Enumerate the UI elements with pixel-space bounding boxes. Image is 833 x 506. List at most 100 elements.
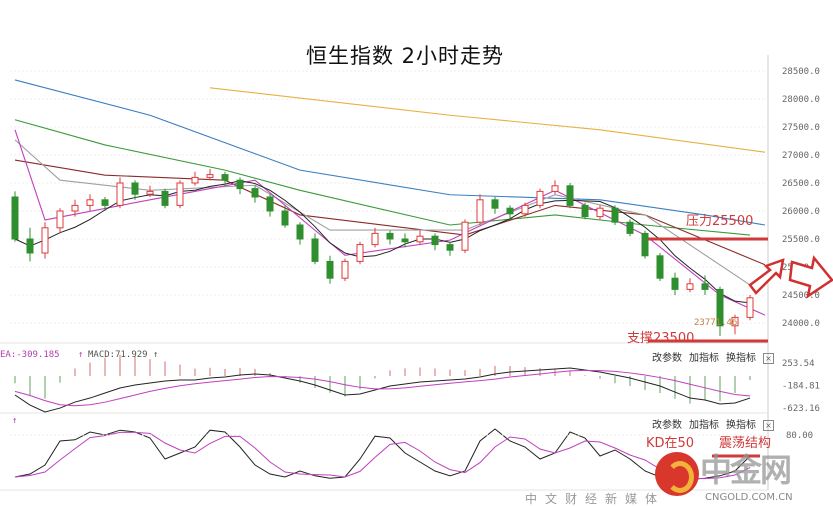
candle-body [446, 244, 454, 251]
candle-body [476, 199, 484, 223]
candle-body [596, 207, 604, 218]
candle-body [296, 224, 304, 240]
candle-body [371, 232, 379, 246]
kd-d-line [14, 431, 751, 480]
candle-body [581, 204, 589, 218]
candle-body [416, 235, 424, 243]
candle-body [566, 185, 574, 206]
candle-body [251, 188, 259, 198]
candle-body [236, 179, 244, 190]
candle-body [56, 210, 64, 229]
y-tick-label: 27500.0 [782, 123, 820, 133]
candle-body [551, 185, 559, 192]
candle-body [701, 283, 709, 290]
candle-body [131, 182, 139, 195]
edit-params-button[interactable]: 改参数 [652, 353, 682, 364]
candle-body [71, 204, 79, 212]
candle-body [746, 297, 754, 318]
candle-body [116, 182, 124, 206]
add-indicator-button[interactable]: 加指标 [689, 353, 719, 364]
ma20-line [14, 139, 751, 286]
resistance-label: 压力25500 [686, 214, 754, 229]
candle-body [641, 232, 649, 257]
ma250-line [209, 87, 766, 153]
macd-dea-label: EA:-309.185 [0, 350, 60, 360]
candle-body [191, 176, 199, 184]
candle-body [101, 199, 109, 206]
swap-indicator-button[interactable]: 换指标 [726, 420, 756, 431]
macd-tick-label: 253.54 [782, 359, 815, 369]
macd-value-label: MACD:71.929 [88, 350, 148, 360]
kd-k-line [14, 428, 751, 480]
candle-body [146, 190, 154, 195]
swap-indicator-button[interactable]: 换指标 [726, 353, 756, 364]
candle-body [176, 182, 184, 206]
candle-body [536, 190, 544, 206]
close-icon[interactable]: × [763, 353, 774, 364]
candle-body [41, 227, 49, 254]
candle-body [716, 288, 724, 327]
kd-tick-label: 80.00 [786, 431, 813, 441]
candle-body [461, 221, 469, 251]
candle-body [671, 277, 679, 290]
candle-body [686, 283, 694, 290]
up-arrow-icon: ↑ [78, 350, 84, 360]
kd-annotation-left: KD在50 [646, 436, 695, 451]
y-tick-label: 26000.0 [782, 207, 820, 217]
candle-body [26, 238, 34, 254]
y-tick-label: 25500.0 [782, 235, 820, 245]
candle-body [611, 207, 619, 223]
macd-dea-line [14, 369, 751, 407]
watermark-slogan: 中文财经新媒体 [525, 492, 666, 506]
candle-body [11, 196, 19, 240]
candle-body [656, 255, 664, 279]
ma30-line [14, 159, 766, 266]
candle-body [326, 260, 334, 279]
candle-body [221, 174, 229, 181]
y-tick-label: 28500.0 [782, 67, 820, 77]
watermark-domain: CNGOLD.COM.CN [705, 492, 793, 503]
candle-body [86, 199, 94, 206]
candle-body [341, 260, 349, 279]
macd-dif-line [14, 367, 751, 413]
candle-body [386, 232, 394, 240]
kd-annotation-right: 震荡结构 [719, 436, 772, 451]
support-label: 支撑23500 [627, 331, 695, 346]
y-tick-label: 24500.0 [782, 291, 820, 301]
candle-body [206, 174, 214, 178]
candle-body [626, 221, 634, 234]
candle-body [356, 244, 364, 262]
candle-body [521, 204, 529, 215]
chart-title: 恒生指数 2小时走势 [305, 44, 505, 68]
close-icon[interactable]: × [763, 420, 774, 431]
arrow-icon [788, 255, 833, 299]
y-tick-label: 28000.0 [782, 95, 820, 105]
ma10-line [14, 129, 766, 316]
candle-body [281, 210, 289, 226]
up-arrow-icon: ↑ [153, 350, 159, 360]
y-tick-label: 27000.0 [782, 151, 820, 161]
candle-body [161, 190, 169, 206]
arrow-icon [748, 258, 785, 295]
macd-tick-label: -623.16 [782, 404, 820, 414]
candle-body [431, 235, 439, 246]
y-tick-label: 24000.0 [782, 319, 820, 329]
macd-panel-toolbar: 改参数 加指标 换指标 × [652, 349, 781, 364]
ma60-line [14, 119, 751, 236]
up-arrow-icon: ↑ [12, 416, 18, 426]
ma120-line [14, 79, 766, 226]
candle-body [731, 316, 739, 327]
candle-body [506, 207, 514, 215]
watermark-brand: 中金网 [700, 451, 792, 489]
candle-body [491, 199, 499, 209]
add-indicator-button[interactable]: 加指标 [689, 420, 719, 431]
candle-body [401, 238, 409, 243]
y-tick-label: 26500.0 [782, 179, 820, 189]
edit-params-button[interactable]: 改参数 [652, 420, 682, 431]
ma5-line [14, 180, 751, 304]
macd-tick-label: -184.81 [782, 382, 820, 392]
low-price-label: 23771.46 [694, 318, 738, 328]
kd-panel-toolbar: 改参数 加指标 换指标 × [652, 416, 781, 431]
candle-body [266, 196, 274, 212]
